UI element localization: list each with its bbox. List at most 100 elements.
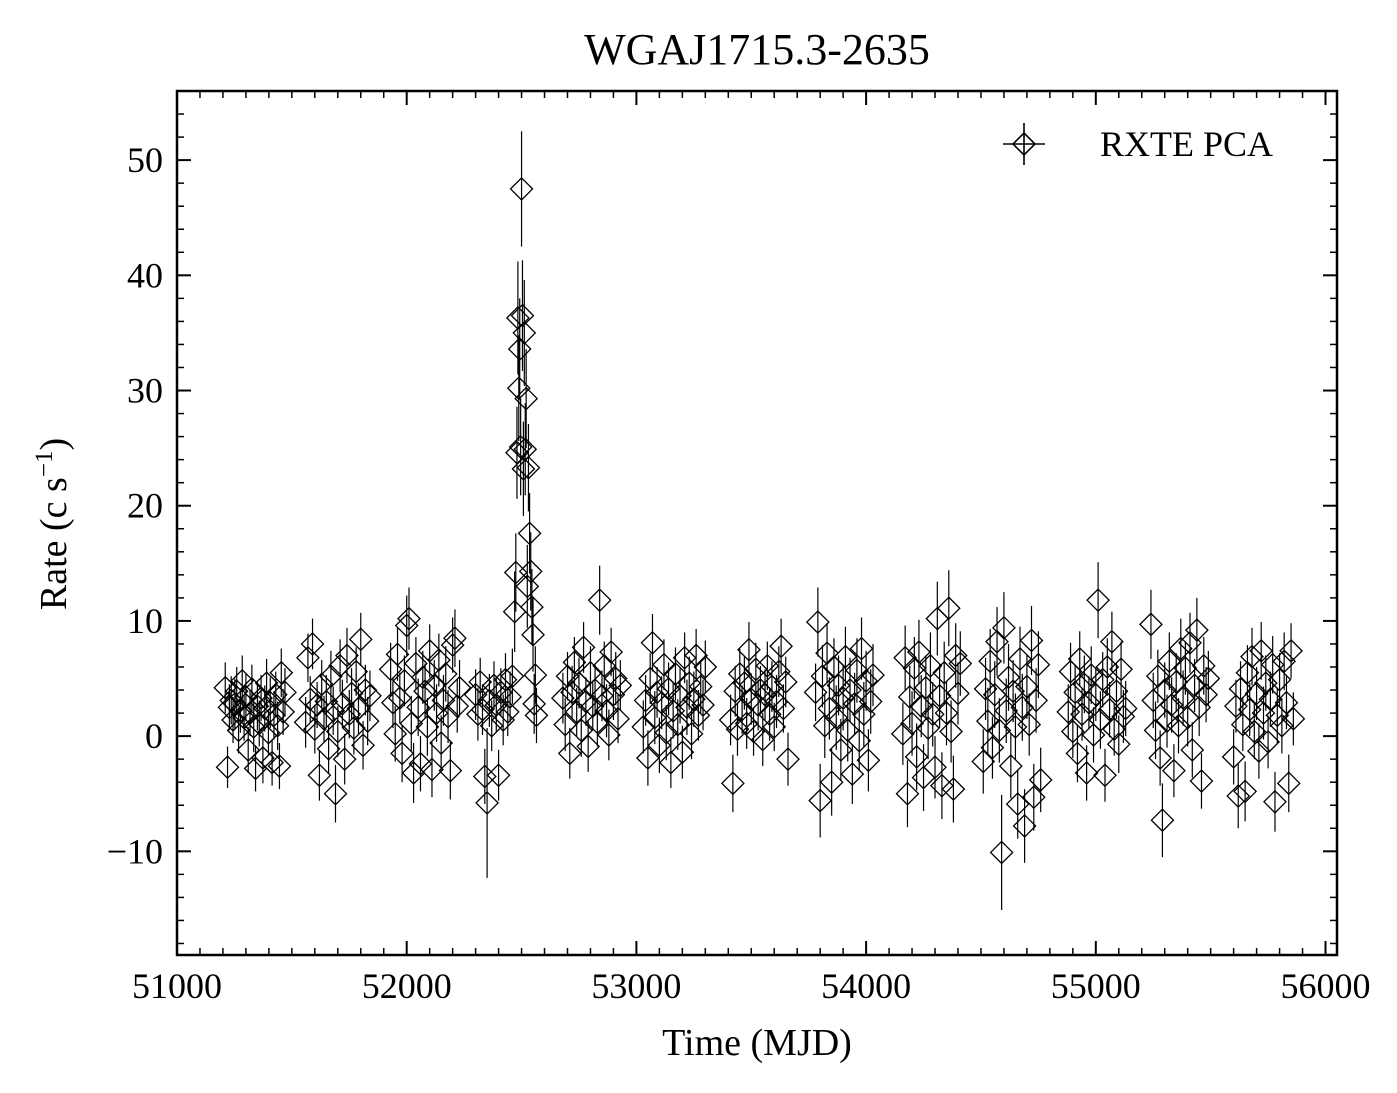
diamond-marker [893, 645, 918, 670]
diamond-marker [445, 694, 470, 719]
data-point [861, 643, 885, 707]
diamond-marker [603, 666, 628, 691]
data-point [819, 748, 844, 816]
diamond-marker [387, 686, 412, 711]
data-point [510, 260, 535, 371]
data-point [606, 694, 630, 744]
data-point [693, 640, 718, 694]
data-point [805, 587, 830, 657]
diamond-marker [918, 653, 943, 678]
data-point [691, 679, 715, 731]
data-point [312, 695, 336, 742]
axis-ticks [176, 91, 1337, 955]
data-point [893, 625, 918, 691]
x-tick-label: 55000 [1051, 966, 1141, 1006]
diamond-marker [571, 635, 596, 660]
diamond-marker [1240, 644, 1264, 669]
data-point [1279, 623, 1303, 679]
data-point [436, 690, 460, 744]
diamond-marker [916, 716, 941, 740]
data-point [1267, 653, 1292, 707]
plot-frame [175, 89, 1339, 957]
data-point [1155, 694, 1179, 748]
diamond-marker [773, 670, 798, 694]
diamond-marker [989, 840, 1014, 865]
diamond-marker [307, 763, 332, 788]
data-point [741, 707, 766, 756]
data-point [1024, 668, 1049, 733]
data-point [1065, 724, 1090, 783]
data-point [1184, 597, 1209, 663]
data-point [608, 660, 633, 711]
data-point [337, 690, 362, 739]
diamond-marker [438, 758, 463, 783]
diamond-marker [1173, 656, 1198, 681]
data-point [849, 617, 874, 680]
data-point [265, 701, 290, 750]
diamond-marker [267, 754, 292, 778]
diamond-marker [1109, 657, 1133, 682]
data-point [1086, 562, 1111, 639]
diamond-marker [353, 678, 378, 702]
diamond-marker [1180, 738, 1205, 762]
data-point [332, 733, 357, 785]
data-point [475, 728, 500, 878]
diamond-marker [810, 664, 835, 689]
diamond-marker [397, 606, 421, 631]
diamond-marker [241, 714, 266, 739]
diamond-marker [725, 717, 750, 742]
diamond-marker [606, 706, 630, 731]
diamond-marker [771, 696, 796, 721]
data-point [730, 685, 754, 734]
diamond-marker [1194, 682, 1218, 707]
data-point [971, 729, 996, 794]
diamond-marker [337, 702, 362, 727]
diamond-marker [1028, 767, 1053, 792]
diamond-marker [447, 675, 472, 700]
data-point [1171, 670, 1196, 726]
data-point [992, 592, 1016, 664]
diamond-marker [1221, 744, 1246, 769]
diamond-marker [934, 701, 959, 725]
data-point [635, 730, 660, 786]
data-point [808, 763, 833, 838]
diamond-marker [1276, 771, 1301, 796]
data-point [1263, 771, 1287, 832]
diamond-marker [1060, 719, 1085, 744]
diamond-marker [486, 763, 511, 788]
data-point [1074, 745, 1099, 801]
diamond-marker [550, 686, 575, 711]
diamond-marker [323, 781, 348, 806]
data-point [599, 627, 624, 677]
diamond-marker [890, 721, 915, 746]
data-point [514, 349, 539, 449]
y-tick-label: 10 [127, 601, 163, 641]
diamond-marker [741, 719, 766, 744]
data-point [640, 614, 665, 672]
diamond-marker [1233, 779, 1258, 804]
data-point [943, 623, 968, 688]
diamond-marker [1093, 763, 1117, 788]
y-tick-labels: −10 0 10 20 30 40 50 [107, 140, 163, 871]
diamond-marker [1065, 741, 1090, 766]
data-point [273, 668, 297, 717]
data-point [1246, 723, 1271, 779]
data-point [688, 660, 713, 714]
data-point [1269, 698, 1294, 754]
data-point [495, 687, 520, 737]
y-tick-label: 40 [127, 255, 163, 295]
data-point [519, 569, 544, 646]
diamond-marker [1184, 618, 1209, 643]
data-point [996, 643, 1021, 711]
diamond-marker [1111, 704, 1136, 729]
diamond-marker [1161, 758, 1186, 783]
diamond-marker [468, 670, 493, 694]
diamond-marker [895, 781, 920, 806]
data-point [684, 628, 709, 682]
diamond-marker [845, 658, 869, 683]
diamond-marker [805, 610, 830, 634]
data-point [440, 617, 465, 673]
diamond-marker [727, 661, 752, 686]
diamond-marker [1067, 647, 1092, 671]
